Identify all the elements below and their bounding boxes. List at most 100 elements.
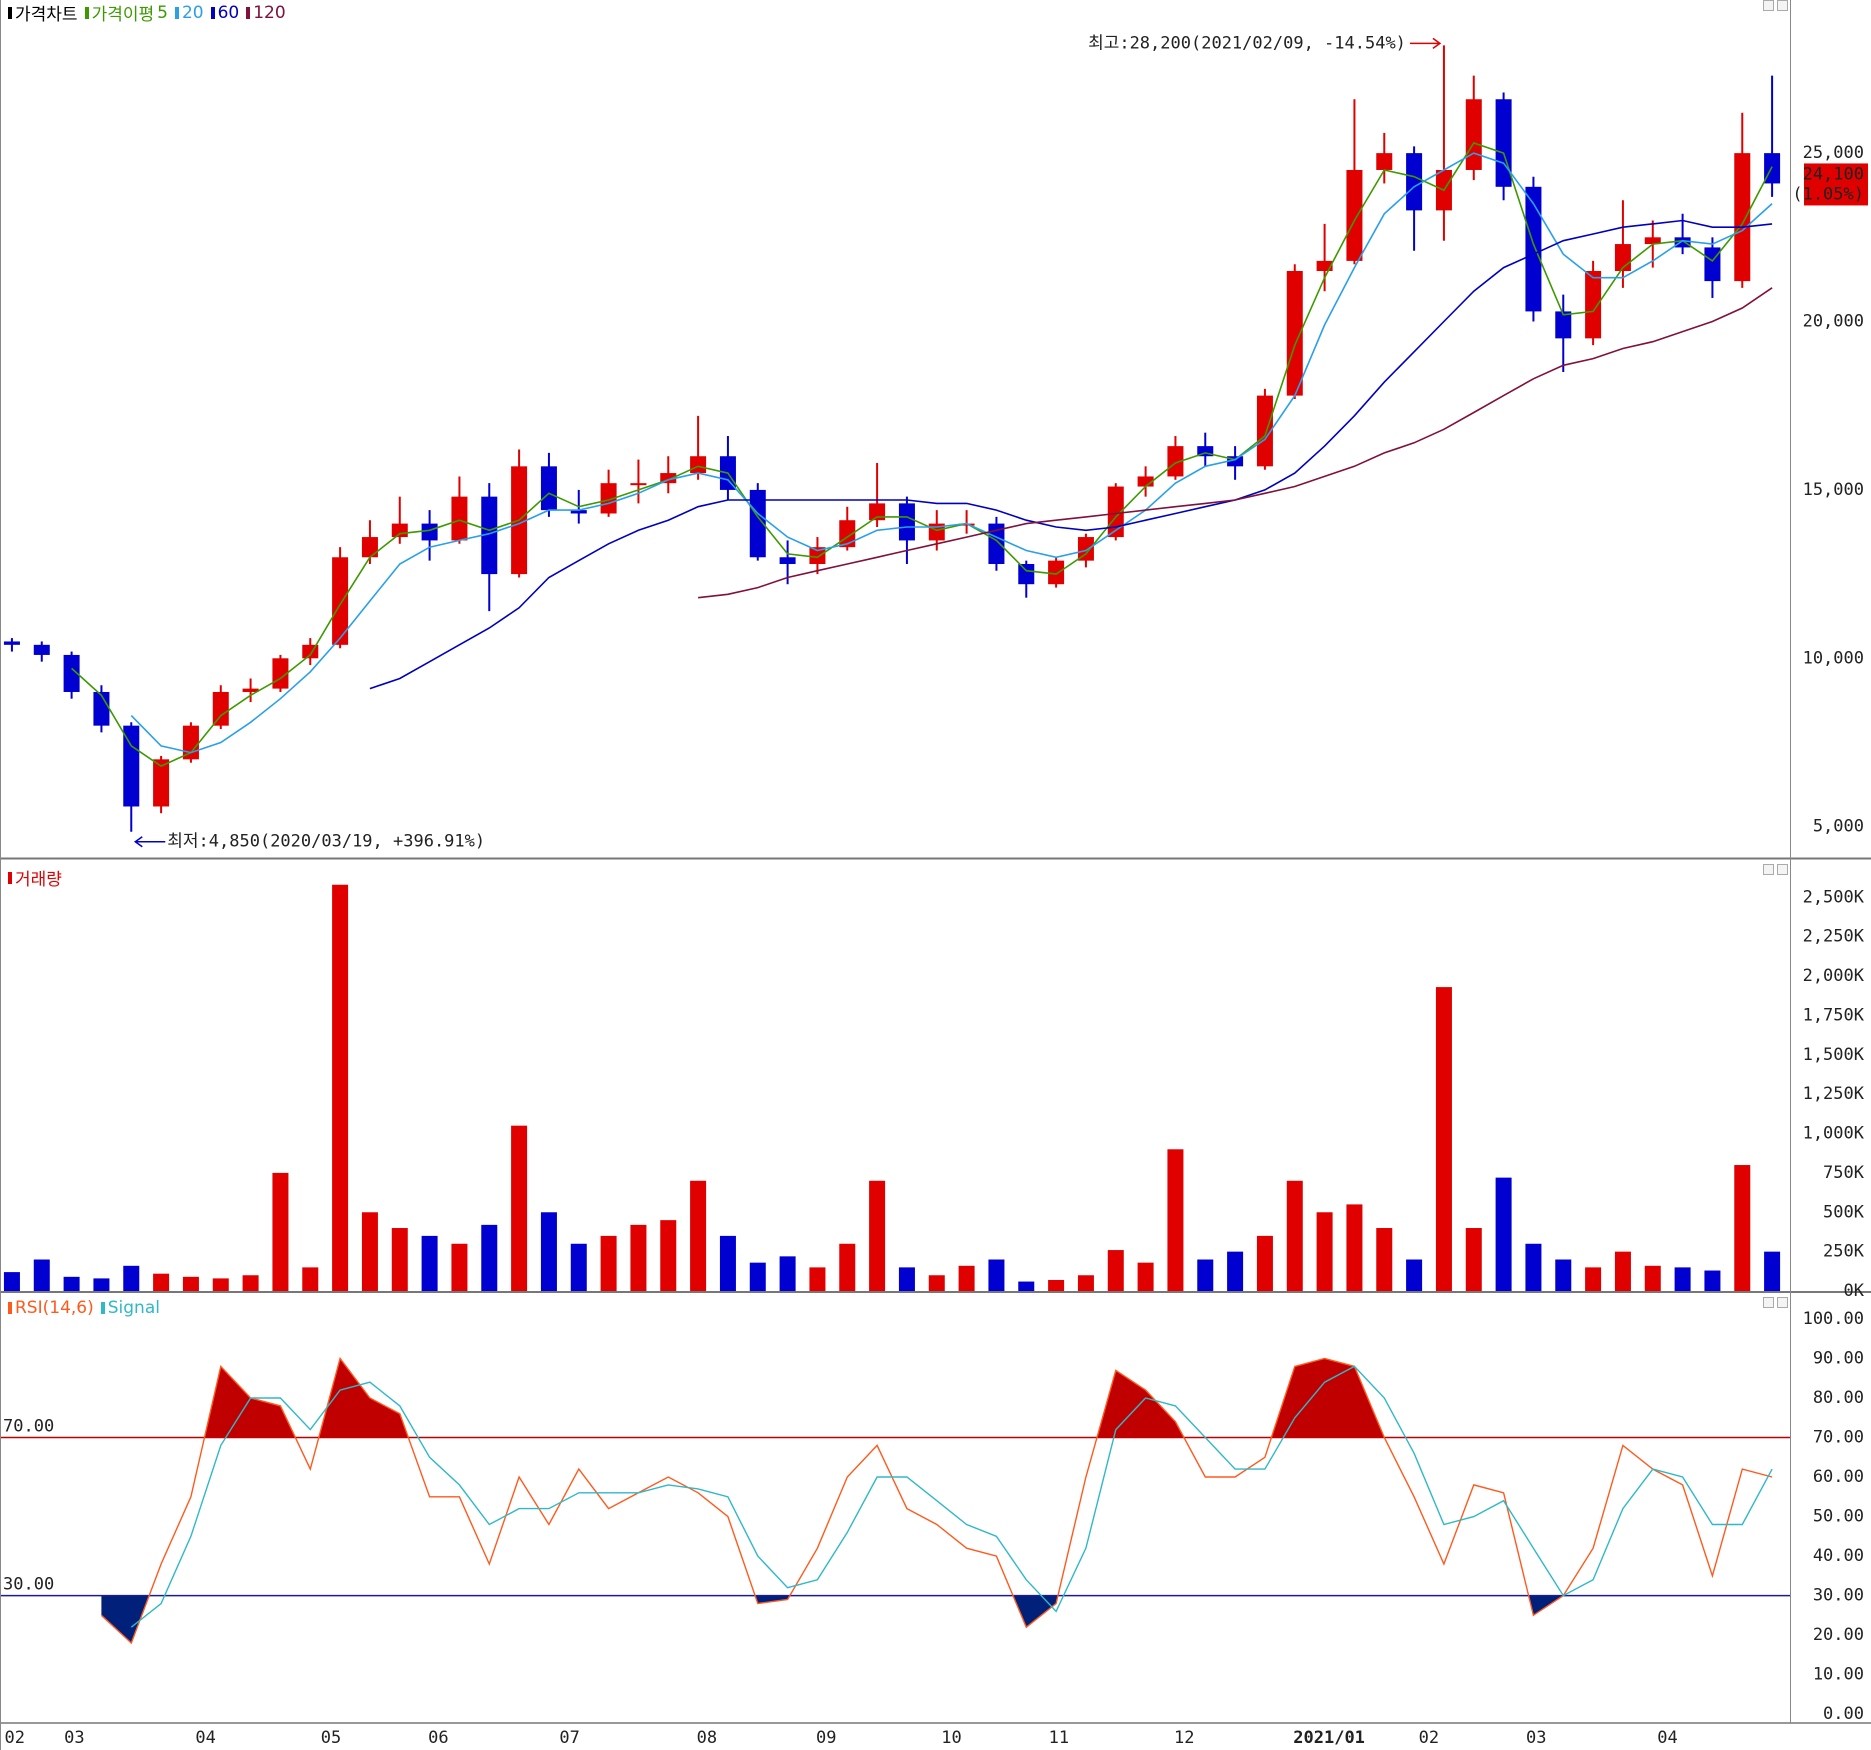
- volume-bar: [1346, 1204, 1363, 1291]
- candle-body: [1316, 260, 1333, 272]
- candle-body: [1077, 537, 1094, 561]
- volume-bar: [361, 1212, 378, 1291]
- volume-bar: [988, 1259, 1005, 1291]
- volume-bar: [540, 1212, 557, 1291]
- candle-body: [391, 523, 408, 538]
- y-tick-label: 0K: [1844, 1281, 1865, 1301]
- y-tick-label: 20,000: [1803, 312, 1864, 332]
- y-tick-label: 20.00: [1813, 1625, 1864, 1645]
- minimize-button[interactable]: [1763, 864, 1774, 875]
- moving-average-line: [698, 287, 1773, 599]
- close-button[interactable]: [1777, 864, 1788, 875]
- volume-bar: [1644, 1265, 1661, 1291]
- volume-bar: [242, 1275, 259, 1291]
- volume-bar: [749, 1262, 766, 1291]
- volume-bar: [1137, 1262, 1154, 1291]
- volume-bar: [630, 1224, 647, 1291]
- y-tick-label: 30.00: [1813, 1586, 1864, 1606]
- candle-body: [212, 691, 229, 726]
- indicator-line: [100, 1356, 1773, 1645]
- x-tick-label: 05: [321, 1728, 341, 1748]
- minimize-button[interactable]: [1763, 0, 1774, 11]
- close-button[interactable]: [1777, 1297, 1788, 1308]
- last-price-box: [1804, 163, 1868, 206]
- x-tick-label: 04: [195, 1728, 215, 1748]
- window-buttons[interactable]: [1763, 864, 1788, 875]
- candle-body: [869, 503, 886, 521]
- y-tick-label: 2,500K: [1803, 887, 1865, 907]
- y-tick-label: 250K: [1823, 1242, 1865, 1262]
- candle-body: [1644, 237, 1661, 245]
- volume-bar: [928, 1275, 945, 1291]
- volume-bar: [511, 1125, 528, 1291]
- y-tick-label: 1,750K: [1803, 1005, 1865, 1025]
- y-tick-label: 10.00: [1813, 1665, 1864, 1685]
- window-buttons[interactable]: [1763, 0, 1788, 11]
- volume-bar: [1316, 1212, 1333, 1291]
- x-tick-label: 02: [5, 1728, 25, 1748]
- window-buttons[interactable]: [1763, 1297, 1788, 1308]
- annotation-arrowhead: [133, 836, 143, 848]
- y-tick-label: 2,000K: [1803, 966, 1865, 986]
- volume-bar: [1674, 1267, 1691, 1291]
- candle-body: [481, 496, 498, 575]
- candle-body: [1048, 560, 1065, 585]
- candle-body: [749, 489, 766, 558]
- volume-bar: [212, 1278, 229, 1291]
- volume-bar: [421, 1235, 438, 1291]
- candle-body: [1286, 271, 1303, 396]
- candle-body: [1704, 247, 1721, 282]
- y-tick-label: 15,000: [1803, 480, 1864, 500]
- candle-body: [1256, 395, 1273, 467]
- x-tick-label: 09: [816, 1728, 836, 1748]
- candle-body: [690, 456, 707, 474]
- candle-body: [779, 557, 796, 565]
- legend: 가격차트 가격이평 5 20 60 120: [4, 0, 286, 25]
- legend-marker: [100, 1302, 105, 1314]
- legend-label: 거래량: [15, 870, 62, 890]
- indicator-line: [130, 1365, 1773, 1628]
- candle-body: [361, 537, 378, 558]
- candle-body: [988, 523, 1005, 565]
- volume-bar: [153, 1273, 170, 1291]
- close-button[interactable]: [1777, 0, 1788, 11]
- y-tick-label: 0.00: [1823, 1704, 1864, 1724]
- volume-bar: [1018, 1281, 1035, 1291]
- volume-bar: [1256, 1235, 1273, 1291]
- minimize-button[interactable]: [1763, 1297, 1774, 1308]
- x-tick-label: 03: [64, 1728, 84, 1748]
- candle-body: [1406, 153, 1423, 211]
- volume-bar: [1197, 1259, 1214, 1291]
- candle-body: [242, 688, 259, 692]
- y-tick-label: 500K: [1823, 1202, 1865, 1222]
- candle-body: [1674, 237, 1691, 248]
- candle-body: [1167, 446, 1184, 477]
- volume-bar: [719, 1235, 736, 1291]
- moving-average-line: [71, 142, 1773, 768]
- volume-bar: [1614, 1251, 1631, 1291]
- legend-marker: [8, 871, 12, 884]
- legend-marker: [8, 1302, 12, 1314]
- volume-bar: [1048, 1279, 1065, 1291]
- volume-bar: [1435, 987, 1452, 1291]
- y-tick-label: 100.00: [1803, 1309, 1864, 1329]
- volume-bar: [1704, 1270, 1721, 1291]
- legend-label: RSI(14,6): [15, 1298, 94, 1318]
- candle-body: [1018, 564, 1035, 585]
- volume-bar: [600, 1235, 617, 1291]
- annotation: 최고:28,200(2021/02/09, -14.54%): [1088, 33, 1406, 53]
- candle-body: [3, 641, 20, 645]
- candle-body: [1346, 169, 1363, 261]
- volume-bar: [1734, 1165, 1751, 1291]
- candle-body: [421, 523, 438, 541]
- y-tick-label: 5,000: [1813, 817, 1864, 837]
- candle-body: [630, 483, 647, 486]
- rsi-zone-fill: [101, 1358, 1773, 1438]
- candle-body: [123, 725, 140, 807]
- x-tick-label: 04: [1657, 1728, 1677, 1748]
- x-tick-label: 06: [428, 1728, 448, 1748]
- x-tick-label: 11: [1049, 1728, 1069, 1748]
- volume-bar: [332, 884, 349, 1291]
